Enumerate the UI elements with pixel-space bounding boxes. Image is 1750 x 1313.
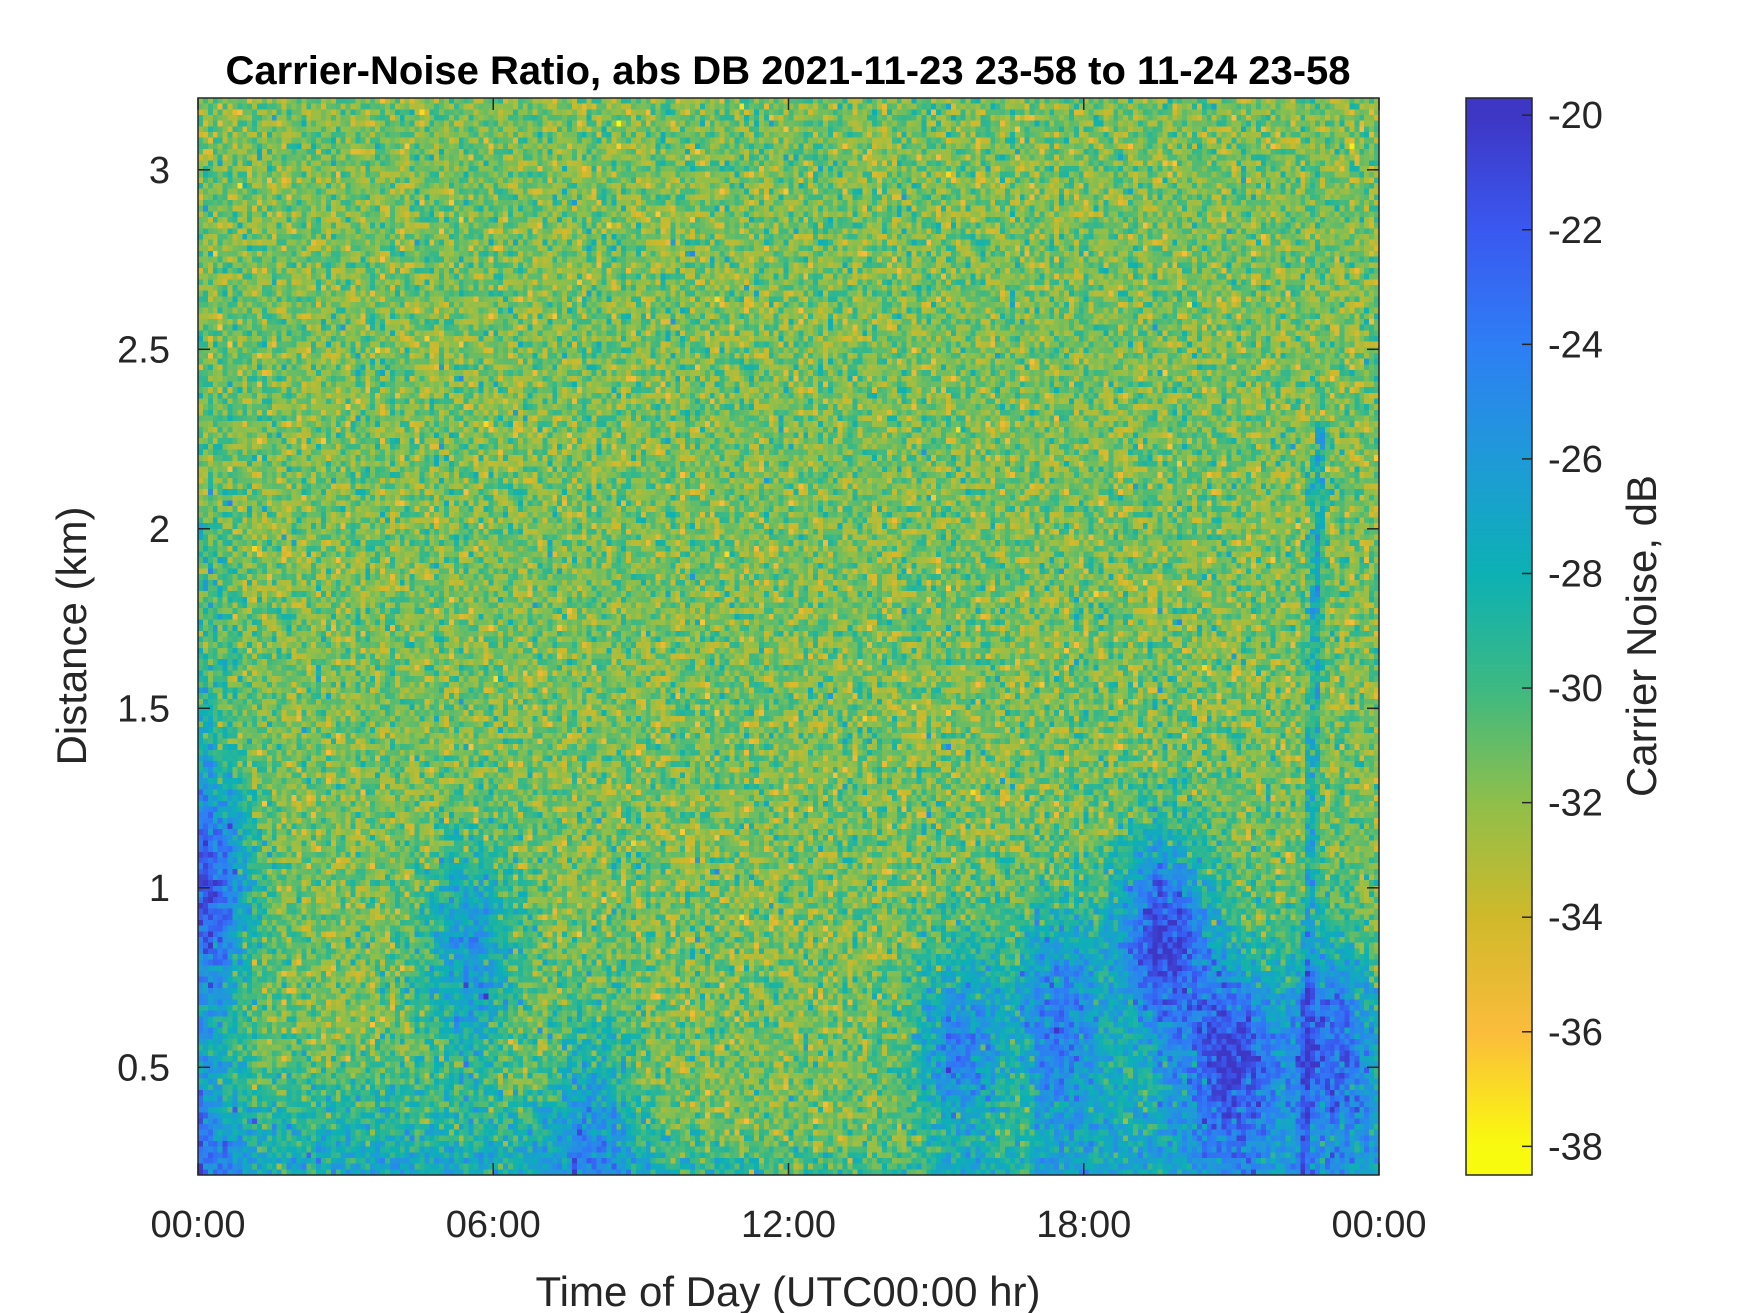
colorbar-tick-label: -38 — [1548, 1126, 1603, 1168]
x-tick-label: 06:00 — [446, 1204, 541, 1246]
y-tick-label: 2.5 — [117, 329, 170, 371]
colorbar-label: Carrier Noise, dB — [1618, 475, 1665, 797]
chart-title: Carrier-Noise Ratio, abs DB 2021-11-23 2… — [225, 49, 1350, 93]
y-tick-label: 0.5 — [117, 1047, 170, 1089]
x-tick-label: 18:00 — [1036, 1204, 1131, 1246]
heatmap-cells — [198, 98, 1379, 1175]
colorbar-tick-label: -32 — [1548, 783, 1603, 825]
x-tick-label: 00:00 — [150, 1204, 245, 1246]
colorbar-tick-label: -26 — [1548, 439, 1603, 481]
y-axis: 0.5 1 1.5 2 2.5 3 — [117, 150, 1379, 1089]
colorbar-tick-label: -36 — [1548, 1012, 1603, 1054]
x-axis-label: Time of Day (UTC00:00 hr) — [536, 1268, 1041, 1313]
colorbar-axis: -20 -22 -24 -26 -28 -30 -32 -34 -36 -38 — [1522, 95, 1603, 1168]
colorbar-tick-label: -28 — [1548, 553, 1603, 595]
colorbar — [1465, 97, 1533, 1176]
x-axis: 00:00 06:00 12:00 18:00 00:00 — [150, 98, 1427, 1246]
heatmap-area — [198, 98, 1379, 1175]
colorbar-tick-label: -20 — [1548, 95, 1603, 137]
y-tick-label: 1 — [149, 868, 170, 910]
y-axis-label: Distance (km) — [48, 506, 95, 765]
y-tick-label: 2 — [149, 509, 170, 551]
y-tick-label: 3 — [149, 150, 170, 192]
x-tick-label: 00:00 — [1331, 1204, 1426, 1246]
y-tick-label: 1.5 — [117, 688, 170, 730]
colorbar-tick-label: -34 — [1548, 897, 1603, 939]
colorbar-tick-label: -22 — [1548, 210, 1603, 252]
colorbar-tick-label: -24 — [1548, 324, 1603, 366]
x-tick-label: 12:00 — [741, 1204, 836, 1246]
colorbar-tick-label: -30 — [1548, 668, 1603, 710]
